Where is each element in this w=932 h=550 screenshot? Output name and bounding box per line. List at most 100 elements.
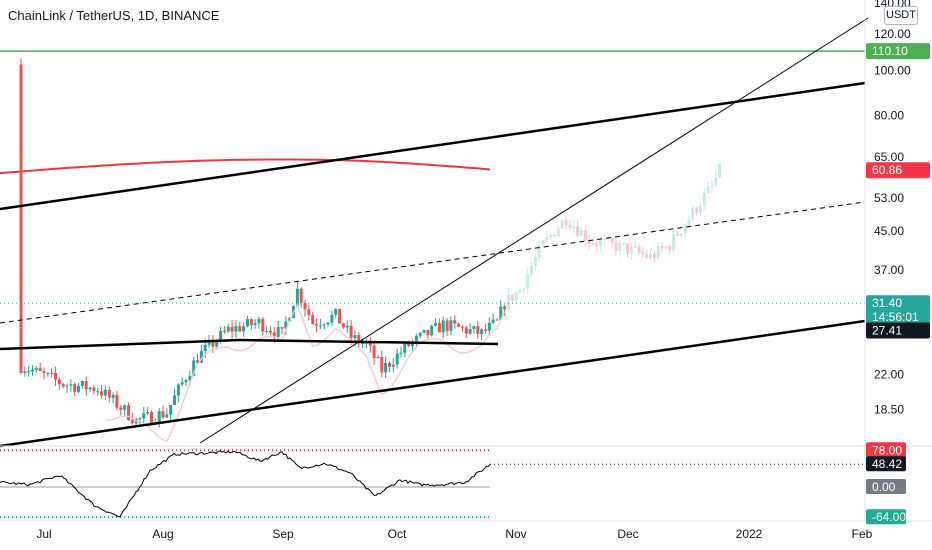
candle-body: [150, 412, 153, 424]
price-tick-label: 65.00: [874, 150, 904, 164]
candle-body: [330, 314, 334, 323]
candle-body: [184, 380, 188, 383]
candle-body: [345, 325, 349, 328]
candle-body: [434, 322, 437, 326]
candle-body: [445, 320, 449, 331]
horizontal-trendline-left[interactable]: [0, 338, 241, 351]
candle-body: [353, 335, 357, 339]
candle-body: [487, 322, 491, 331]
candle-body: [315, 324, 318, 326]
candle-body: [418, 332, 422, 336]
candle-body: [656, 246, 660, 258]
candle-body: [407, 343, 411, 346]
candle-body: [388, 363, 391, 367]
candle-body: [610, 237, 614, 243]
price-pane: [0, 50, 865, 175]
candle-body: [161, 411, 165, 418]
candle-body: [702, 193, 706, 207]
steep-trendline[interactable]: [199, 17, 869, 444]
candle-body: [698, 206, 702, 213]
time-tick-label: Dec: [617, 527, 638, 541]
upper-channel-trendline[interactable]: [0, 81, 866, 211]
candle-body: [196, 360, 199, 363]
candle-body: [453, 320, 457, 324]
candle-body: [269, 330, 272, 333]
candle-body: [31, 369, 34, 372]
candle-body: [80, 381, 84, 386]
candle-body: [672, 233, 675, 251]
time-axis[interactable]: Jul Aug Sep Oct Nov Dec 2022 Feb: [36, 527, 872, 541]
candle-body: [718, 164, 722, 178]
candle-body: [372, 345, 376, 358]
candle-body: [649, 254, 652, 258]
candle-body: [111, 394, 115, 398]
candle-body: [253, 323, 257, 326]
candle-body: [230, 326, 234, 332]
candle-body: [311, 315, 315, 325]
candle-body: [526, 274, 530, 289]
candle-body: [19, 64, 23, 373]
candle-body: [234, 326, 238, 332]
horizontal-line-price-label: 110.10: [872, 44, 908, 58]
horizontal-trendline-right[interactable]: [239, 338, 499, 346]
rsi-line[interactable]: [0, 450, 491, 518]
candle-body: [560, 220, 564, 229]
candle-body: [441, 320, 445, 333]
lower-channel-trendline[interactable]: [0, 319, 866, 448]
price-tick-label: 100.00: [874, 63, 911, 77]
candles: [19, 58, 722, 443]
candle-body: [284, 321, 288, 329]
candle-body: [73, 384, 77, 392]
candle-body: [679, 233, 683, 236]
currency-button[interactable]: USDT: [884, 6, 918, 25]
candle-body: [242, 326, 246, 332]
candle-body: [115, 394, 119, 408]
candle-body: [606, 237, 610, 240]
candle-body: [468, 329, 472, 334]
moving-average-line[interactable]: [0, 158, 491, 175]
candle-body: [211, 340, 215, 347]
candle-body: [664, 246, 668, 249]
trendline-price-label: 27.41: [872, 323, 902, 337]
candle-body: [629, 246, 633, 254]
time-tick-label: Oct: [388, 527, 407, 541]
candle-body: [215, 341, 219, 347]
candle-body: [334, 308, 338, 315]
candle-body: [457, 323, 461, 327]
candle-body: [553, 234, 556, 237]
candle-body: [84, 381, 88, 390]
time-tick-label: Jul: [36, 527, 51, 541]
candle-body: [261, 319, 265, 332]
candle-body: [307, 309, 311, 316]
candle-body: [265, 330, 269, 332]
candle-body: [537, 245, 541, 258]
candle-body: [357, 335, 361, 344]
candle-body: [603, 239, 606, 241]
candle-body: [27, 371, 31, 373]
candle-body: [460, 326, 464, 328]
price-axis[interactable]: 140.00 120.00 100.00 80.00 65.00 53.00 45.00 37…: [866, 0, 930, 416]
candle-body: [349, 325, 353, 339]
candle-body: [54, 373, 57, 380]
time-tick-label: Feb: [852, 527, 873, 541]
candle-body: [146, 412, 150, 414]
candle-body: [180, 382, 184, 385]
candle-body: [199, 350, 203, 363]
candle-body: [380, 357, 384, 373]
price-tick-label: 18.50: [874, 402, 904, 416]
candle-body: [318, 325, 322, 327]
candle-body: [295, 288, 299, 307]
candle-body: [38, 367, 42, 371]
candle-body: [533, 257, 537, 266]
candle-body: [414, 335, 418, 342]
candle-body: [272, 332, 276, 337]
candle-body: [437, 322, 441, 333]
candle-body: [476, 326, 480, 334]
candle-body: [395, 353, 399, 365]
candle-body: [637, 247, 641, 253]
candle-body: [464, 327, 468, 334]
candle-body: [34, 367, 38, 370]
rsi-level-badge: [866, 509, 906, 525]
